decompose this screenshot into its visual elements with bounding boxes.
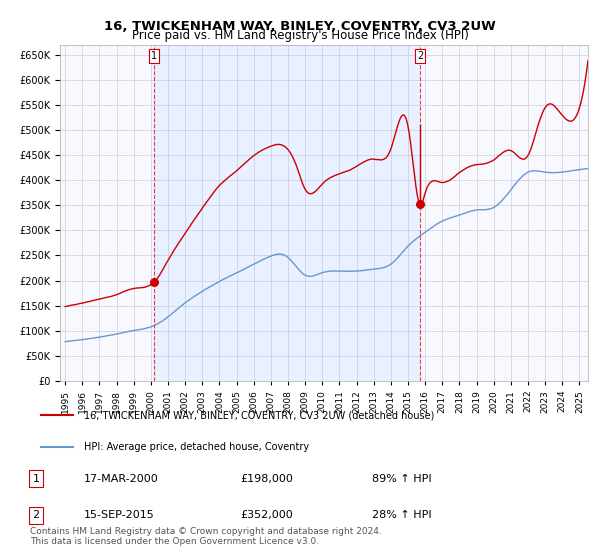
Point (415, 200, 425, 209)
Text: 2: 2 (32, 510, 40, 520)
Point (149, 277, 159, 286)
Text: 16, TWICKENHAM WAY, BINLEY, COVENTRY, CV3 2UW: 16, TWICKENHAM WAY, BINLEY, COVENTRY, CV… (104, 20, 496, 32)
Text: Contains HM Land Registry data © Crown copyright and database right 2024.
This d: Contains HM Land Registry data © Crown c… (30, 526, 382, 546)
Text: 17-MAR-2000: 17-MAR-2000 (84, 474, 159, 484)
Text: 15-SEP-2015: 15-SEP-2015 (84, 510, 155, 520)
Text: £198,000: £198,000 (240, 474, 293, 484)
Text: 89% ↑ HPI: 89% ↑ HPI (372, 474, 431, 484)
Bar (154, 45, 420, 381)
Text: 1: 1 (32, 474, 40, 484)
Text: HPI: Average price, detached house, Coventry: HPI: Average price, detached house, Cove… (84, 442, 309, 452)
Text: £352,000: £352,000 (240, 510, 293, 520)
Text: 2: 2 (417, 51, 423, 61)
Text: Price paid vs. HM Land Registry's House Price Index (HPI): Price paid vs. HM Land Registry's House … (131, 29, 469, 42)
Text: 16, TWICKENHAM WAY, BINLEY, COVENTRY, CV3 2UW (detached house): 16, TWICKENHAM WAY, BINLEY, COVENTRY, CV… (84, 410, 434, 420)
Text: 1: 1 (151, 51, 158, 61)
Text: 28% ↑ HPI: 28% ↑ HPI (372, 510, 431, 520)
